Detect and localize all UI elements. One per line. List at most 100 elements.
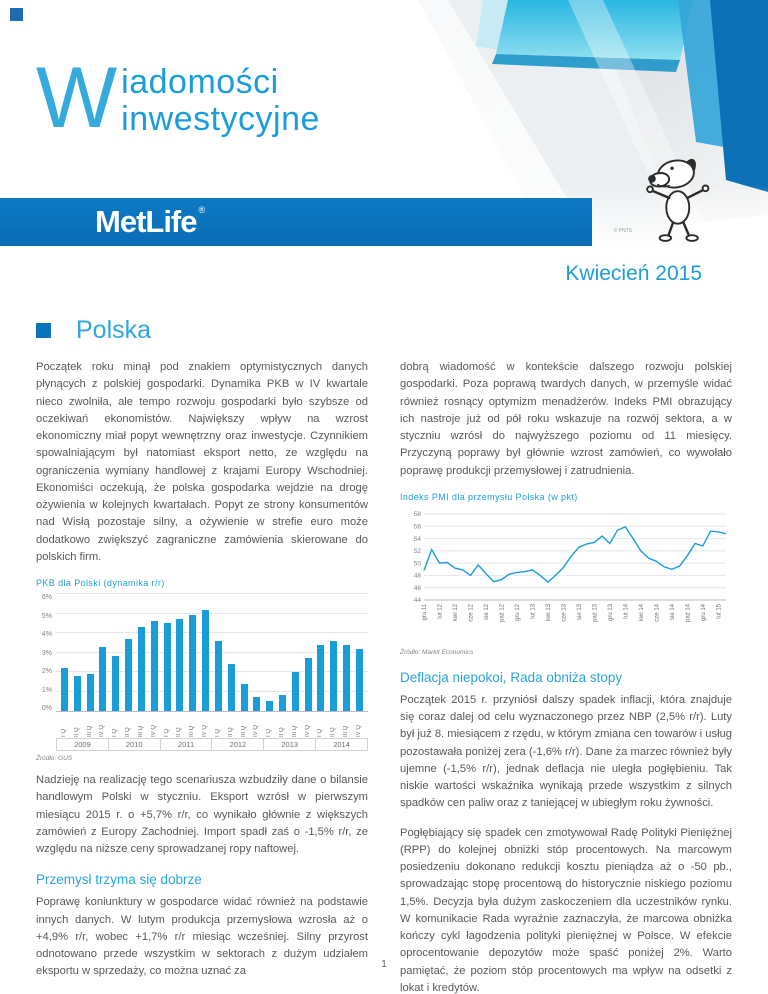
x-tick-label: I Q	[266, 728, 273, 737]
svg-text:paź 14: paź 14	[685, 603, 691, 622]
x-tick-label: IV Q	[202, 724, 209, 737]
metlife-wordmark: MetLife	[95, 204, 197, 239]
svg-text:kwi 13: kwi 13	[546, 603, 552, 621]
snoopy-icon	[646, 158, 710, 242]
y-tick-label: 3%	[41, 649, 52, 657]
svg-text:paź 12: paź 12	[499, 603, 505, 622]
svg-text:lut 15: lut 15	[716, 603, 722, 618]
x-tick-label: II Q	[73, 727, 80, 737]
gdp-bar	[317, 644, 325, 711]
gdp-bar	[163, 623, 171, 711]
x-tick-label: IV Q	[253, 724, 260, 737]
section-bullet-square	[36, 323, 51, 338]
x-tick-label: IV Q	[150, 724, 157, 737]
svg-text:48: 48	[414, 572, 422, 579]
gdp-years: 2009 2010 2011 2012 2013 2014	[56, 738, 368, 751]
x-tick-label: I Q	[112, 728, 119, 737]
x-tick-label: III Q	[137, 725, 144, 737]
y-tick-label: 5%	[41, 612, 52, 620]
gridline	[56, 593, 368, 594]
year-label: 2014	[316, 738, 368, 751]
gdp-bar	[112, 656, 120, 711]
svg-text:sie 13: sie 13	[577, 603, 583, 620]
masthead-title-line2: inwestycyjne	[121, 100, 320, 138]
right-paragraph-1: dobrą wiadomość w kontekście dalszego ro…	[400, 361, 732, 477]
masthead-w-letter: W	[36, 50, 118, 146]
header: W iadomości inwestycyjne MetLife ®	[0, 0, 768, 250]
x-tick-label: III Q	[86, 725, 93, 737]
x-tick-label: IV Q	[99, 724, 106, 737]
svg-text:46: 46	[414, 585, 422, 592]
year-label: 2013	[264, 738, 317, 751]
pmi-svg: 44 46 48 50 52 54 56 58 gru 11 lut 12 kwi 12 cze 12…	[414, 511, 727, 622]
masthead-title: iadomości inwestycyjne	[121, 64, 320, 138]
y-tick-label: 2%	[41, 668, 52, 675]
pmi-chart-title: Indeks PMI dla przemysłu Polska (w pkt)	[400, 491, 578, 502]
left-paragraph-1: Początek roku minął pod znakiem optymist…	[36, 361, 368, 563]
y-tick-label: 1%	[41, 686, 52, 694]
x-tick-label: I Q	[214, 728, 221, 737]
right-subheading: Deflacja niepokoi, Rada obniża stopy	[400, 669, 623, 685]
gridline	[56, 632, 368, 634]
gridline	[56, 690, 368, 692]
x-tick-label: III Q	[291, 725, 298, 737]
svg-text:sie 14: sie 14	[670, 603, 676, 620]
svg-text:lut 12: lut 12	[438, 603, 444, 618]
y-tick-label: 4%	[41, 631, 52, 638]
right-paragraph-2: Początek 2015 r. przyniósł dalszy spadek…	[400, 693, 733, 810]
svg-text:44: 44	[414, 597, 422, 604]
gdp-bar	[330, 640, 338, 711]
gdp-bar	[355, 648, 363, 711]
left-subheading: Przemysł trzyma się dobrze	[36, 872, 202, 888]
gdp-bar	[137, 627, 145, 711]
svg-text:cze 13: cze 13	[561, 603, 567, 621]
pmi-chart: Indeks PMI dla przemysłu Polska (w pkt) …	[400, 492, 732, 656]
x-tick-label: II Q	[330, 727, 337, 737]
masthead-title-line1: iadomości	[121, 63, 279, 101]
gdp-plot	[56, 593, 368, 712]
x-tick-label: IV Q	[355, 724, 362, 737]
gdp-bar	[125, 638, 133, 711]
gdp-chart-source: Źródło: GUS	[36, 755, 73, 762]
x-tick-label: III Q	[240, 725, 247, 737]
gdp-bar	[278, 695, 286, 711]
gdp-bar	[176, 619, 184, 711]
svg-text:kwi 12: kwi 12	[453, 603, 459, 621]
left-paragraph-2: Nadzieję na realizację tego scenariusza …	[36, 774, 368, 855]
gdp-bar	[86, 673, 94, 711]
svg-text:sie 12: sie 12	[484, 603, 490, 620]
left-paragraph-3: Poprawę koniunktury w gospodarce widać r…	[36, 896, 368, 978]
gdp-xlabels: I Q II Q III Q IV Q I Q II Q III Q IV Q I Q II Q I…	[56, 712, 368, 737]
gdp-bar	[240, 683, 248, 711]
year-label: 2012	[212, 738, 265, 751]
x-tick-label: II Q	[176, 727, 183, 737]
body-columns: Początek roku minął pod znakiem optymist…	[0, 359, 768, 994]
year-label: 2011	[160, 738, 213, 751]
x-tick-label: II Q	[278, 727, 285, 737]
section-heading: Polska	[0, 316, 768, 345]
x-tick-label: III Q	[189, 725, 196, 737]
x-tick-label: II Q	[125, 727, 132, 737]
masthead: W iadomości inwestycyjne	[36, 50, 320, 146]
svg-text:58: 58	[414, 511, 422, 518]
gridline	[56, 612, 368, 614]
right-column: dobrą wiadomość w kontekście dalszego ro…	[400, 359, 732, 994]
gdp-chart-title: PKB dla Polski (dynamika r/r)	[36, 578, 165, 588]
svg-text:cze 14: cze 14	[654, 603, 660, 621]
svg-text:56: 56	[414, 523, 422, 530]
gdp-chart: PKB dla Polski (dynamika r/r) 6% 5% 4% 3% 2%…	[36, 578, 368, 762]
x-tick-label: III Q	[343, 725, 350, 737]
issue-date: Kwiecień 2015	[565, 262, 702, 285]
gridline	[56, 651, 368, 653]
registered-trademark-symbol: ®	[198, 205, 206, 215]
left-column: Początek roku minął pod znakiem optymist…	[36, 359, 368, 994]
gdp-bar	[202, 609, 210, 711]
gdp-chart-plot-area: 6% 5% 4% 3% 2% 1% 0%	[36, 593, 368, 712]
svg-text:kwi 14: kwi 14	[639, 603, 645, 621]
x-tick-label: IV Q	[304, 724, 311, 737]
snoopy-copyright: © PNTS	[613, 228, 632, 234]
svg-text:lut 14: lut 14	[623, 603, 629, 618]
x-tick-label: I Q	[163, 728, 170, 737]
gdp-bar	[99, 646, 107, 711]
